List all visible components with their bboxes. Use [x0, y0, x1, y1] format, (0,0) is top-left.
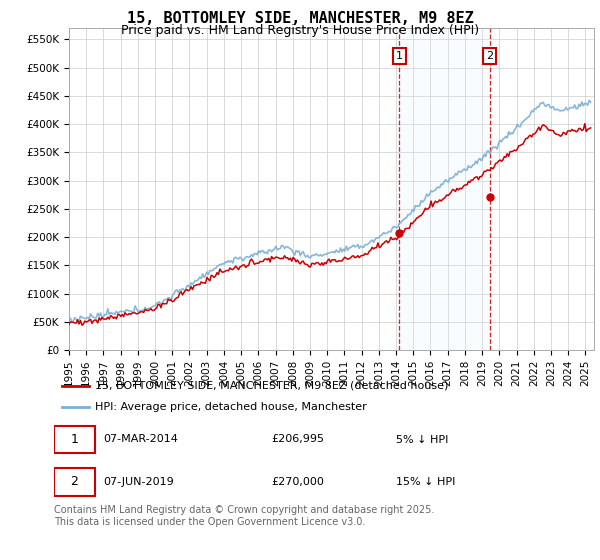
- Text: 5% ↓ HPI: 5% ↓ HPI: [396, 435, 448, 445]
- Bar: [399, 28, 490, 350]
- Text: HPI: Average price, detached house, Manchester: HPI: Average price, detached house, Manc…: [95, 402, 367, 412]
- Text: 2: 2: [70, 475, 78, 488]
- Text: 07-JUN-2019: 07-JUN-2019: [103, 477, 173, 487]
- Text: 15, BOTTOMLEY SIDE, MANCHESTER, M9 8EZ: 15, BOTTOMLEY SIDE, MANCHESTER, M9 8EZ: [127, 11, 473, 26]
- Text: 2: 2: [486, 52, 493, 61]
- Text: 1: 1: [70, 433, 78, 446]
- Text: Price paid vs. HM Land Registry's House Price Index (HPI): Price paid vs. HM Land Registry's House …: [121, 24, 479, 36]
- FancyBboxPatch shape: [54, 426, 95, 453]
- Text: 15, BOTTOMLEY SIDE, MANCHESTER, M9 8EZ (detached house): 15, BOTTOMLEY SIDE, MANCHESTER, M9 8EZ (…: [95, 381, 448, 391]
- Text: 07-MAR-2014: 07-MAR-2014: [103, 435, 178, 445]
- Text: Contains HM Land Registry data © Crown copyright and database right 2025.
This d: Contains HM Land Registry data © Crown c…: [54, 505, 434, 527]
- Text: 1: 1: [395, 52, 403, 61]
- Text: 15% ↓ HPI: 15% ↓ HPI: [396, 477, 455, 487]
- Text: £206,995: £206,995: [271, 435, 324, 445]
- Text: £270,000: £270,000: [271, 477, 324, 487]
- FancyBboxPatch shape: [54, 468, 95, 496]
